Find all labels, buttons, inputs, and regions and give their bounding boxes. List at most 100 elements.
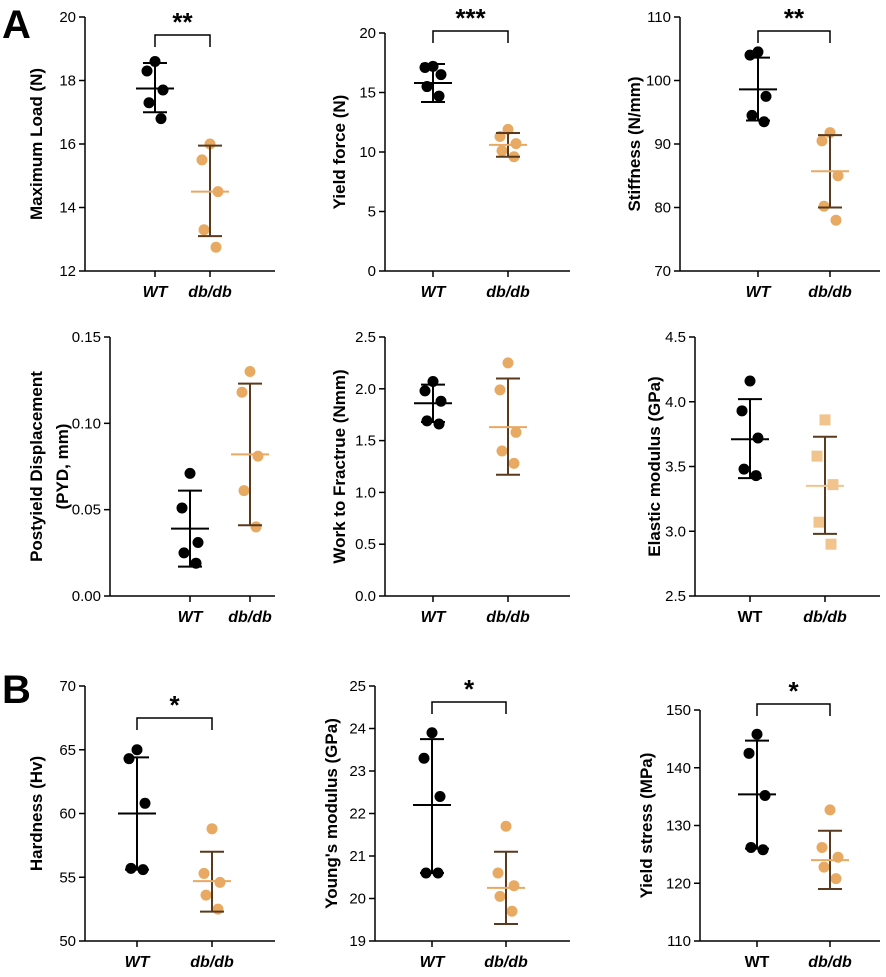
data-point bbox=[818, 200, 830, 212]
data-point bbox=[204, 138, 216, 150]
data-point bbox=[198, 224, 210, 236]
y-tick-label: 4.0 bbox=[665, 394, 686, 411]
data-point bbox=[759, 789, 771, 801]
y-tick-label: 0.5 bbox=[355, 536, 376, 553]
data-point bbox=[496, 145, 508, 157]
x-tick-label: WT bbox=[421, 284, 447, 301]
significance-bracket bbox=[432, 30, 509, 43]
data-point bbox=[200, 889, 212, 901]
plot-4: 0.00 0.05 0.10 0.15 WT db/db Postyield Displac… bbox=[27, 329, 275, 626]
y-tick-label: 100 bbox=[646, 73, 671, 90]
y-tick-label: 110 bbox=[667, 933, 691, 950]
data-point bbox=[155, 113, 167, 125]
y-tick-label: 150 bbox=[666, 702, 691, 719]
data-point bbox=[421, 415, 433, 427]
y-tick-label: 23 bbox=[349, 763, 366, 780]
y-tick-label: 3.5 bbox=[665, 459, 686, 476]
data-point bbox=[502, 357, 514, 369]
y-tick-label: 0.00 bbox=[72, 588, 101, 605]
data-point bbox=[496, 445, 508, 457]
data-point bbox=[139, 797, 151, 809]
y-tick-label: 2.0 bbox=[355, 381, 376, 398]
data-point bbox=[830, 214, 842, 226]
y-tick-label: 0.15 bbox=[72, 329, 101, 346]
significance-bracket bbox=[136, 717, 213, 730]
data-point bbox=[206, 823, 218, 835]
y-tick-label: 80 bbox=[654, 200, 671, 217]
significance-marker: * bbox=[788, 676, 799, 706]
plot-8: 19 20 21 22 23 24 25 WT db/db Young's modulus (GP… bbox=[322, 674, 570, 971]
y-tick-label: 0 bbox=[368, 263, 376, 280]
y-tick-label: 0.0 bbox=[355, 588, 376, 605]
y-tick-label: 1.0 bbox=[355, 484, 376, 501]
y-axis-title: Work to Fractrue (Nmm) bbox=[330, 369, 349, 563]
significance-bracket bbox=[757, 30, 831, 43]
plot-6: 2.5 3.0 3.5 4.0 4.5 WT db/db Elastic modulus (G… bbox=[645, 329, 880, 626]
y-tick-label: 110 bbox=[647, 9, 671, 26]
data-point bbox=[238, 485, 250, 497]
plot-7: 50 55 60 65 70 WT db/db Hardness (Hv) * bbox=[27, 678, 275, 971]
data-point bbox=[818, 861, 830, 873]
data-point bbox=[827, 479, 839, 491]
plot-2: 0 5 10 15 20 WT db/db Yield force (N) *** bbox=[330, 3, 570, 301]
data-point bbox=[198, 867, 210, 879]
x-tick-label: db/db bbox=[808, 284, 852, 301]
data-point bbox=[760, 90, 772, 102]
y-axis-title: Postyield Displacement bbox=[27, 371, 46, 562]
y-tick-label: 140 bbox=[666, 760, 691, 777]
y-tick-label: 20 bbox=[359, 25, 376, 42]
data-point bbox=[184, 467, 196, 479]
data-point bbox=[176, 502, 188, 514]
y-tick-label: 55 bbox=[59, 869, 76, 886]
significance-marker: *** bbox=[455, 3, 486, 33]
y-axis-title: Yield force (N) bbox=[330, 95, 349, 210]
panel-label-a: A bbox=[2, 3, 31, 47]
y-tick-label: 65 bbox=[59, 742, 76, 759]
y-tick-label: 10 bbox=[359, 144, 376, 161]
y-tick-label: 3.0 bbox=[665, 523, 686, 540]
y-tick-label: 120 bbox=[666, 875, 691, 892]
y-tick-label: 0.05 bbox=[72, 502, 101, 519]
data-point bbox=[824, 804, 836, 816]
x-tick-label: db/db bbox=[190, 954, 234, 971]
data-point bbox=[743, 747, 755, 759]
data-point bbox=[494, 384, 506, 396]
y-tick-label: 21 bbox=[349, 848, 366, 865]
y-axis-title: Elastic modulus (GPa) bbox=[645, 376, 664, 556]
data-point bbox=[433, 418, 445, 430]
panel-label-b: B bbox=[2, 668, 31, 712]
data-point bbox=[738, 463, 750, 475]
data-point bbox=[250, 521, 262, 533]
x-tick-label: db/db bbox=[486, 609, 530, 626]
data-point bbox=[811, 450, 823, 462]
data-point bbox=[434, 791, 446, 802]
y-axis-title: Maximum Load (N) bbox=[27, 68, 46, 220]
y-axis-title: Stiffness (N/mm) bbox=[625, 76, 644, 211]
y-tick-label: 19 bbox=[349, 933, 366, 950]
data-point bbox=[178, 547, 190, 559]
y-tick-label: 70 bbox=[59, 678, 76, 695]
data-point bbox=[426, 727, 438, 739]
data-point bbox=[131, 744, 143, 756]
significance-marker: * bbox=[169, 690, 180, 720]
data-point bbox=[832, 170, 844, 182]
y-tick-label: 90 bbox=[654, 136, 671, 153]
data-point bbox=[746, 109, 758, 121]
y-tick-label: 16 bbox=[59, 136, 76, 153]
data-point bbox=[149, 55, 161, 67]
data-point bbox=[830, 873, 842, 885]
data-point bbox=[157, 84, 169, 96]
x-tick-label: db/db bbox=[803, 609, 847, 626]
y-tick-label: 24 bbox=[349, 721, 366, 738]
data-point bbox=[418, 752, 430, 764]
data-point bbox=[816, 135, 828, 147]
y-tick-label: 14 bbox=[59, 200, 76, 217]
y-tick-label: 1.5 bbox=[355, 433, 376, 450]
data-point bbox=[744, 375, 756, 387]
y-tick-label: 15 bbox=[359, 85, 376, 102]
plot-9: 110 120 130 140 150 WT db/db Yield stress (MPa)… bbox=[637, 676, 880, 971]
x-tick-label: db/db bbox=[486, 284, 530, 301]
x-tick-label: WT bbox=[746, 284, 772, 301]
y-tick-label: 70 bbox=[654, 263, 671, 280]
